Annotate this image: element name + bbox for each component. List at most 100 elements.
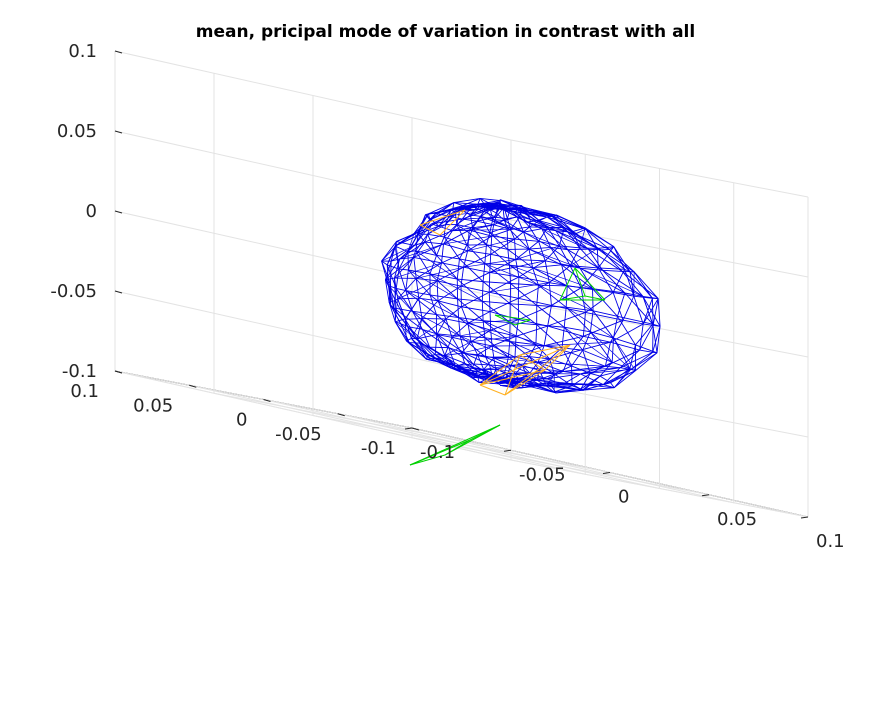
mesh-edge [429,202,455,221]
mesh-edge [405,290,437,315]
mesh-edge [408,269,458,300]
mesh-edge [507,372,548,380]
mesh-edge [580,369,631,375]
mesh-edge [582,312,586,337]
mesh-edge [484,244,487,264]
mesh-edge [489,232,530,250]
mesh-edge [436,334,453,338]
mesh-edge [400,323,410,343]
mesh-highlight-edge [494,314,516,326]
mesh-edge [567,285,593,290]
mesh-edge [436,334,446,356]
mesh-edge [428,213,431,220]
mesh-edge [411,338,427,360]
mesh-edge [424,223,432,243]
mesh-edge [467,322,491,331]
mesh-edge [623,319,644,325]
mesh-edge [458,317,486,339]
mesh-edge [561,264,593,290]
grid-line [114,50,512,141]
mesh-edge [472,227,487,245]
mesh-edge [610,382,615,388]
mesh-edge [545,382,583,391]
mesh-edge [609,249,631,273]
mesh-edge [590,331,631,369]
z-tick [114,290,123,294]
mesh-highlight-edge [504,344,571,396]
mesh-edge [476,220,494,226]
mesh-edge [500,208,523,214]
mesh-edge [633,271,659,299]
mesh-edge [476,216,496,222]
mesh-edge [536,304,567,308]
mesh-edge [642,298,659,325]
mesh-edge [525,385,557,394]
mesh-edge [619,351,653,369]
mesh-edge [543,325,549,346]
mesh-edge [619,349,640,369]
mesh-edge [579,227,586,248]
mesh-edge [453,202,463,207]
mesh-highlight-edge [494,314,531,321]
y-tick [411,427,420,431]
mesh-highlight-edge [574,267,606,301]
mesh-edge [535,344,551,360]
mesh-edge [485,356,507,367]
mesh-edge [429,255,437,275]
mesh-edge [416,277,438,282]
mesh-edge [415,250,458,280]
mesh-edge [562,352,572,372]
mesh-edge [656,326,661,353]
mesh-edge [437,280,462,287]
mesh-edge [407,326,431,348]
mesh-edge [407,250,416,253]
mesh-edge [462,218,477,222]
y-tick [189,384,197,388]
mesh-edge [548,282,552,306]
mesh-edge [461,371,480,383]
mesh-edge [394,257,415,279]
mesh-edge [520,385,525,389]
mesh-edge [490,209,497,214]
mesh-edge [617,292,626,317]
mesh-highlight-edge [559,267,576,301]
mesh-edge [443,230,453,245]
z-tick-label: -0.05 [50,281,97,302]
mesh-edge [435,354,445,356]
mesh-edge [413,233,417,237]
mesh-edge [630,351,653,370]
mesh-edge [477,345,493,356]
mesh-edge [415,250,437,256]
grid-line [411,437,710,496]
mesh-edge [393,288,397,308]
mesh-edge [579,247,598,249]
mesh-highlight-edge [419,224,441,236]
mesh-edge [493,217,497,225]
mesh-edge [546,216,576,235]
mesh-edge [460,353,466,364]
mesh-edge [580,267,599,289]
mesh-edge [461,370,485,381]
mesh-edge [437,300,447,320]
mesh-edge [448,211,484,217]
mesh-edge [635,323,654,346]
mesh-edge [389,261,392,284]
mesh-edge [600,249,623,272]
mesh-edge [561,264,581,269]
mesh-edge [579,267,603,271]
mesh-edge [541,228,556,232]
mesh-edge [451,329,491,338]
mesh-highlight-edge [514,319,531,326]
mesh-edge [461,341,472,354]
mesh-edge [492,218,505,222]
mesh-edge [518,276,550,284]
mesh-edge [592,310,614,339]
mesh-edge [436,318,447,335]
mesh-edge [470,372,497,383]
mesh-edge [567,249,603,271]
mesh-edge [553,385,573,393]
mesh-edge [652,298,659,326]
mesh-edge [458,317,484,322]
mesh-edge [582,375,601,391]
mesh-edge [459,208,471,216]
